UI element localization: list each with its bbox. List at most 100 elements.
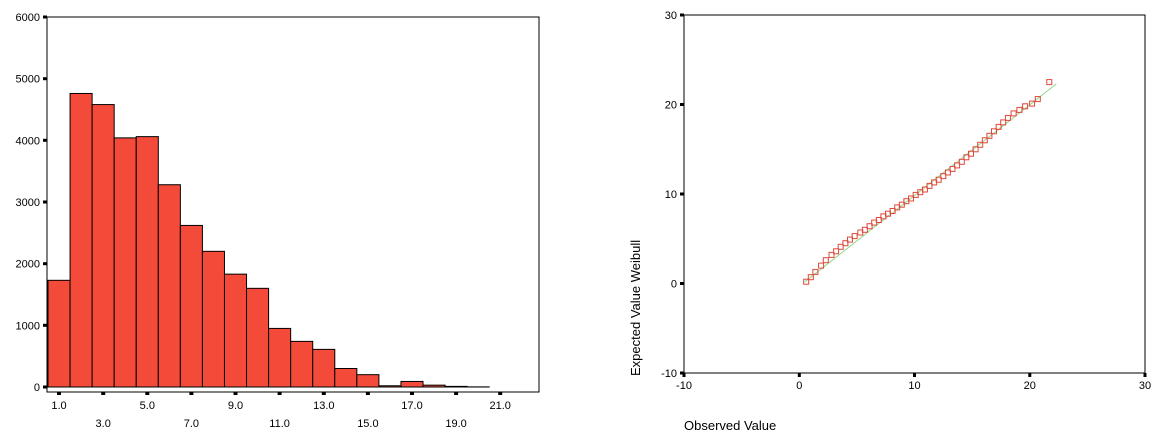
histogram-x-tick	[454, 392, 459, 395]
pp-point	[833, 248, 840, 255]
pp-x-tick-label: 30	[1139, 380, 1151, 392]
pp-point	[981, 137, 988, 144]
pp-x-axis-title: Observed Value	[684, 418, 776, 433]
histogram-bar	[400, 380, 424, 388]
histogram-y-tick	[43, 15, 47, 19]
pp-point	[935, 176, 942, 183]
histogram-x-tick	[365, 392, 370, 395]
pp-y-tick-label: 30	[665, 10, 677, 22]
histogram-bar	[179, 224, 203, 388]
pp-point	[1004, 114, 1011, 121]
pp-x-tick-label: -10	[676, 380, 692, 392]
histogram-y-tick	[43, 200, 47, 204]
pp-point	[954, 162, 961, 169]
histogram-x-tick-label: 1.0	[51, 400, 66, 412]
pp-point	[972, 146, 979, 153]
histogram-bar	[201, 250, 225, 388]
pp-y-tick	[680, 103, 684, 106]
histogram-x-tick	[101, 392, 106, 395]
pp-point	[1046, 79, 1053, 86]
pp-point	[898, 201, 905, 208]
pp-points	[803, 79, 1053, 285]
pp-point	[949, 165, 956, 172]
histogram-bar	[223, 273, 248, 388]
pp-y-tick	[680, 192, 684, 196]
pp-point	[991, 128, 997, 135]
pp-x-axis: -10 0 10 20 30	[676, 373, 1151, 392]
pp-x-tick-label: 20	[1024, 380, 1036, 392]
histogram-bar	[290, 340, 314, 388]
histogram-x-tick	[410, 392, 414, 395]
pp-x-tick-label: 10	[908, 380, 920, 392]
pp-point	[1010, 110, 1017, 117]
pp-point	[803, 278, 810, 285]
pp-y-axis-title: Expected Value Weibull	[628, 240, 643, 376]
pp-x-tick	[1028, 373, 1032, 377]
pp-point	[908, 195, 914, 202]
pp-point	[1016, 106, 1023, 113]
pp-point	[842, 240, 849, 247]
histogram-x-tick	[277, 392, 282, 395]
pp-x-tick-label: 0	[796, 380, 802, 392]
histogram-x-tick-label: 11.0	[269, 418, 290, 430]
pp-x-tick	[682, 373, 686, 377]
histogram-x-tick-label: 21.0	[489, 400, 510, 412]
pp-y-tick	[680, 371, 684, 375]
histogram-x-axis: 1.0 5.0 9.0 13.0 17.0 21.0 3.0 7.0 11.0 15.0 19.0	[51, 392, 511, 430]
histogram-bar	[157, 184, 181, 388]
histogram-bar	[47, 279, 71, 388]
histogram-bar	[378, 385, 402, 388]
histogram-y-tick-label: 5000	[16, 74, 40, 86]
pp-x-tick	[797, 373, 801, 377]
histogram-x-tick	[321, 392, 326, 395]
histogram-x-tick-label: 15.0	[357, 418, 378, 430]
pp-point	[977, 141, 984, 148]
histogram-y-tick	[43, 262, 47, 266]
pp-point	[812, 268, 819, 275]
histogram-y-tick-label: 1000	[16, 320, 40, 332]
histogram-bar	[69, 92, 93, 388]
histogram-y-tick	[43, 385, 47, 389]
pp-point	[818, 262, 825, 269]
pp-point	[851, 233, 858, 240]
histogram-bar	[135, 136, 159, 388]
histogram-y-tick-label: 6000	[16, 12, 40, 24]
pp-point	[968, 150, 974, 157]
pp-point	[940, 173, 947, 180]
pp-plot-frame	[683, 14, 1146, 374]
pp-point	[958, 158, 965, 165]
pp-x-tick	[1143, 373, 1147, 377]
pp-point	[875, 217, 882, 223]
pp-point	[866, 223, 873, 230]
pp-point	[1022, 103, 1029, 110]
pp-y-tick-label: 20	[665, 100, 677, 112]
pp-point	[828, 251, 835, 258]
pp-point	[986, 132, 993, 139]
histogram-x-tick-label: 3.0	[96, 418, 111, 430]
weibull-pp-chart: -10 0 10 20 30 -10 0 10 20 30 Observed Value Exp…	[628, 10, 1151, 433]
pp-point	[837, 243, 844, 250]
histogram-x-tick-label: 17.0	[401, 400, 422, 412]
histogram-x-tick	[233, 392, 238, 395]
pp-point	[822, 257, 829, 264]
histogram-y-tick-label: 2000	[16, 259, 40, 271]
pp-reference-line	[804, 83, 1057, 283]
histogram-y-tick-label: 3000	[16, 197, 40, 209]
pp-point	[963, 154, 970, 161]
histogram-bar	[444, 385, 468, 388]
pp-y-tick	[680, 13, 684, 17]
histogram-y-tick-label: 4000	[16, 135, 40, 147]
histogram-bar	[422, 384, 446, 388]
histogram-y-tick-label: 0	[34, 382, 40, 394]
pp-point	[807, 274, 814, 281]
histogram-x-tick	[145, 392, 150, 395]
histogram-bar	[334, 368, 358, 388]
pp-y-tick-label: 10	[665, 189, 677, 201]
pp-point	[861, 226, 868, 233]
histogram-x-tick-label: 13.0	[313, 400, 334, 412]
histogram-bar	[312, 348, 336, 388]
pp-y-axis: -10 0 10 20 30	[661, 10, 684, 380]
histogram-bar	[268, 327, 292, 388]
histogram-y-tick	[43, 138, 47, 142]
